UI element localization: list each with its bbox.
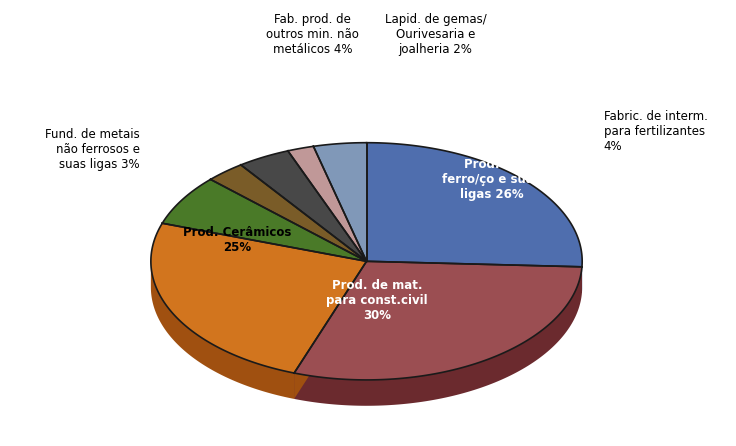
Polygon shape	[162, 179, 367, 261]
Text: Prod. de mat.
para const.civil
30%: Prod. de mat. para const.civil 30%	[327, 279, 428, 322]
Text: Fund. de metais
não ferrosos e
suas ligas 3%: Fund. de metais não ferrosos e suas liga…	[46, 128, 140, 171]
Polygon shape	[367, 261, 582, 293]
Text: Prod. de
ferro/ço e suas
ligas 26%: Prod. de ferro/ço e suas ligas 26%	[442, 158, 541, 201]
Polygon shape	[367, 143, 582, 267]
Text: Lapid. de gemas/
Ourivesaria e
joalheria 2%: Lapid. de gemas/ Ourivesaria e joalheria…	[385, 13, 486, 57]
Text: Metalurgia
7%: Metalurgia 7%	[291, 118, 364, 146]
Polygon shape	[294, 267, 582, 406]
Polygon shape	[151, 223, 367, 373]
Polygon shape	[294, 261, 367, 399]
Polygon shape	[210, 165, 367, 261]
Polygon shape	[294, 261, 367, 399]
Polygon shape	[367, 261, 582, 293]
Polygon shape	[151, 262, 294, 399]
Polygon shape	[288, 146, 367, 261]
Text: Fab. prod. de
outros min. não
metálicos 4%: Fab. prod. de outros min. não metálicos …	[266, 13, 359, 57]
Text: Prod. Cerâmicos
25%: Prod. Cerâmicos 25%	[183, 226, 291, 254]
Polygon shape	[241, 151, 367, 261]
Polygon shape	[314, 143, 367, 261]
Text: Fabric. de interm.
para fertilizantes
4%: Fabric. de interm. para fertilizantes 4%	[604, 111, 707, 153]
Polygon shape	[294, 261, 582, 380]
